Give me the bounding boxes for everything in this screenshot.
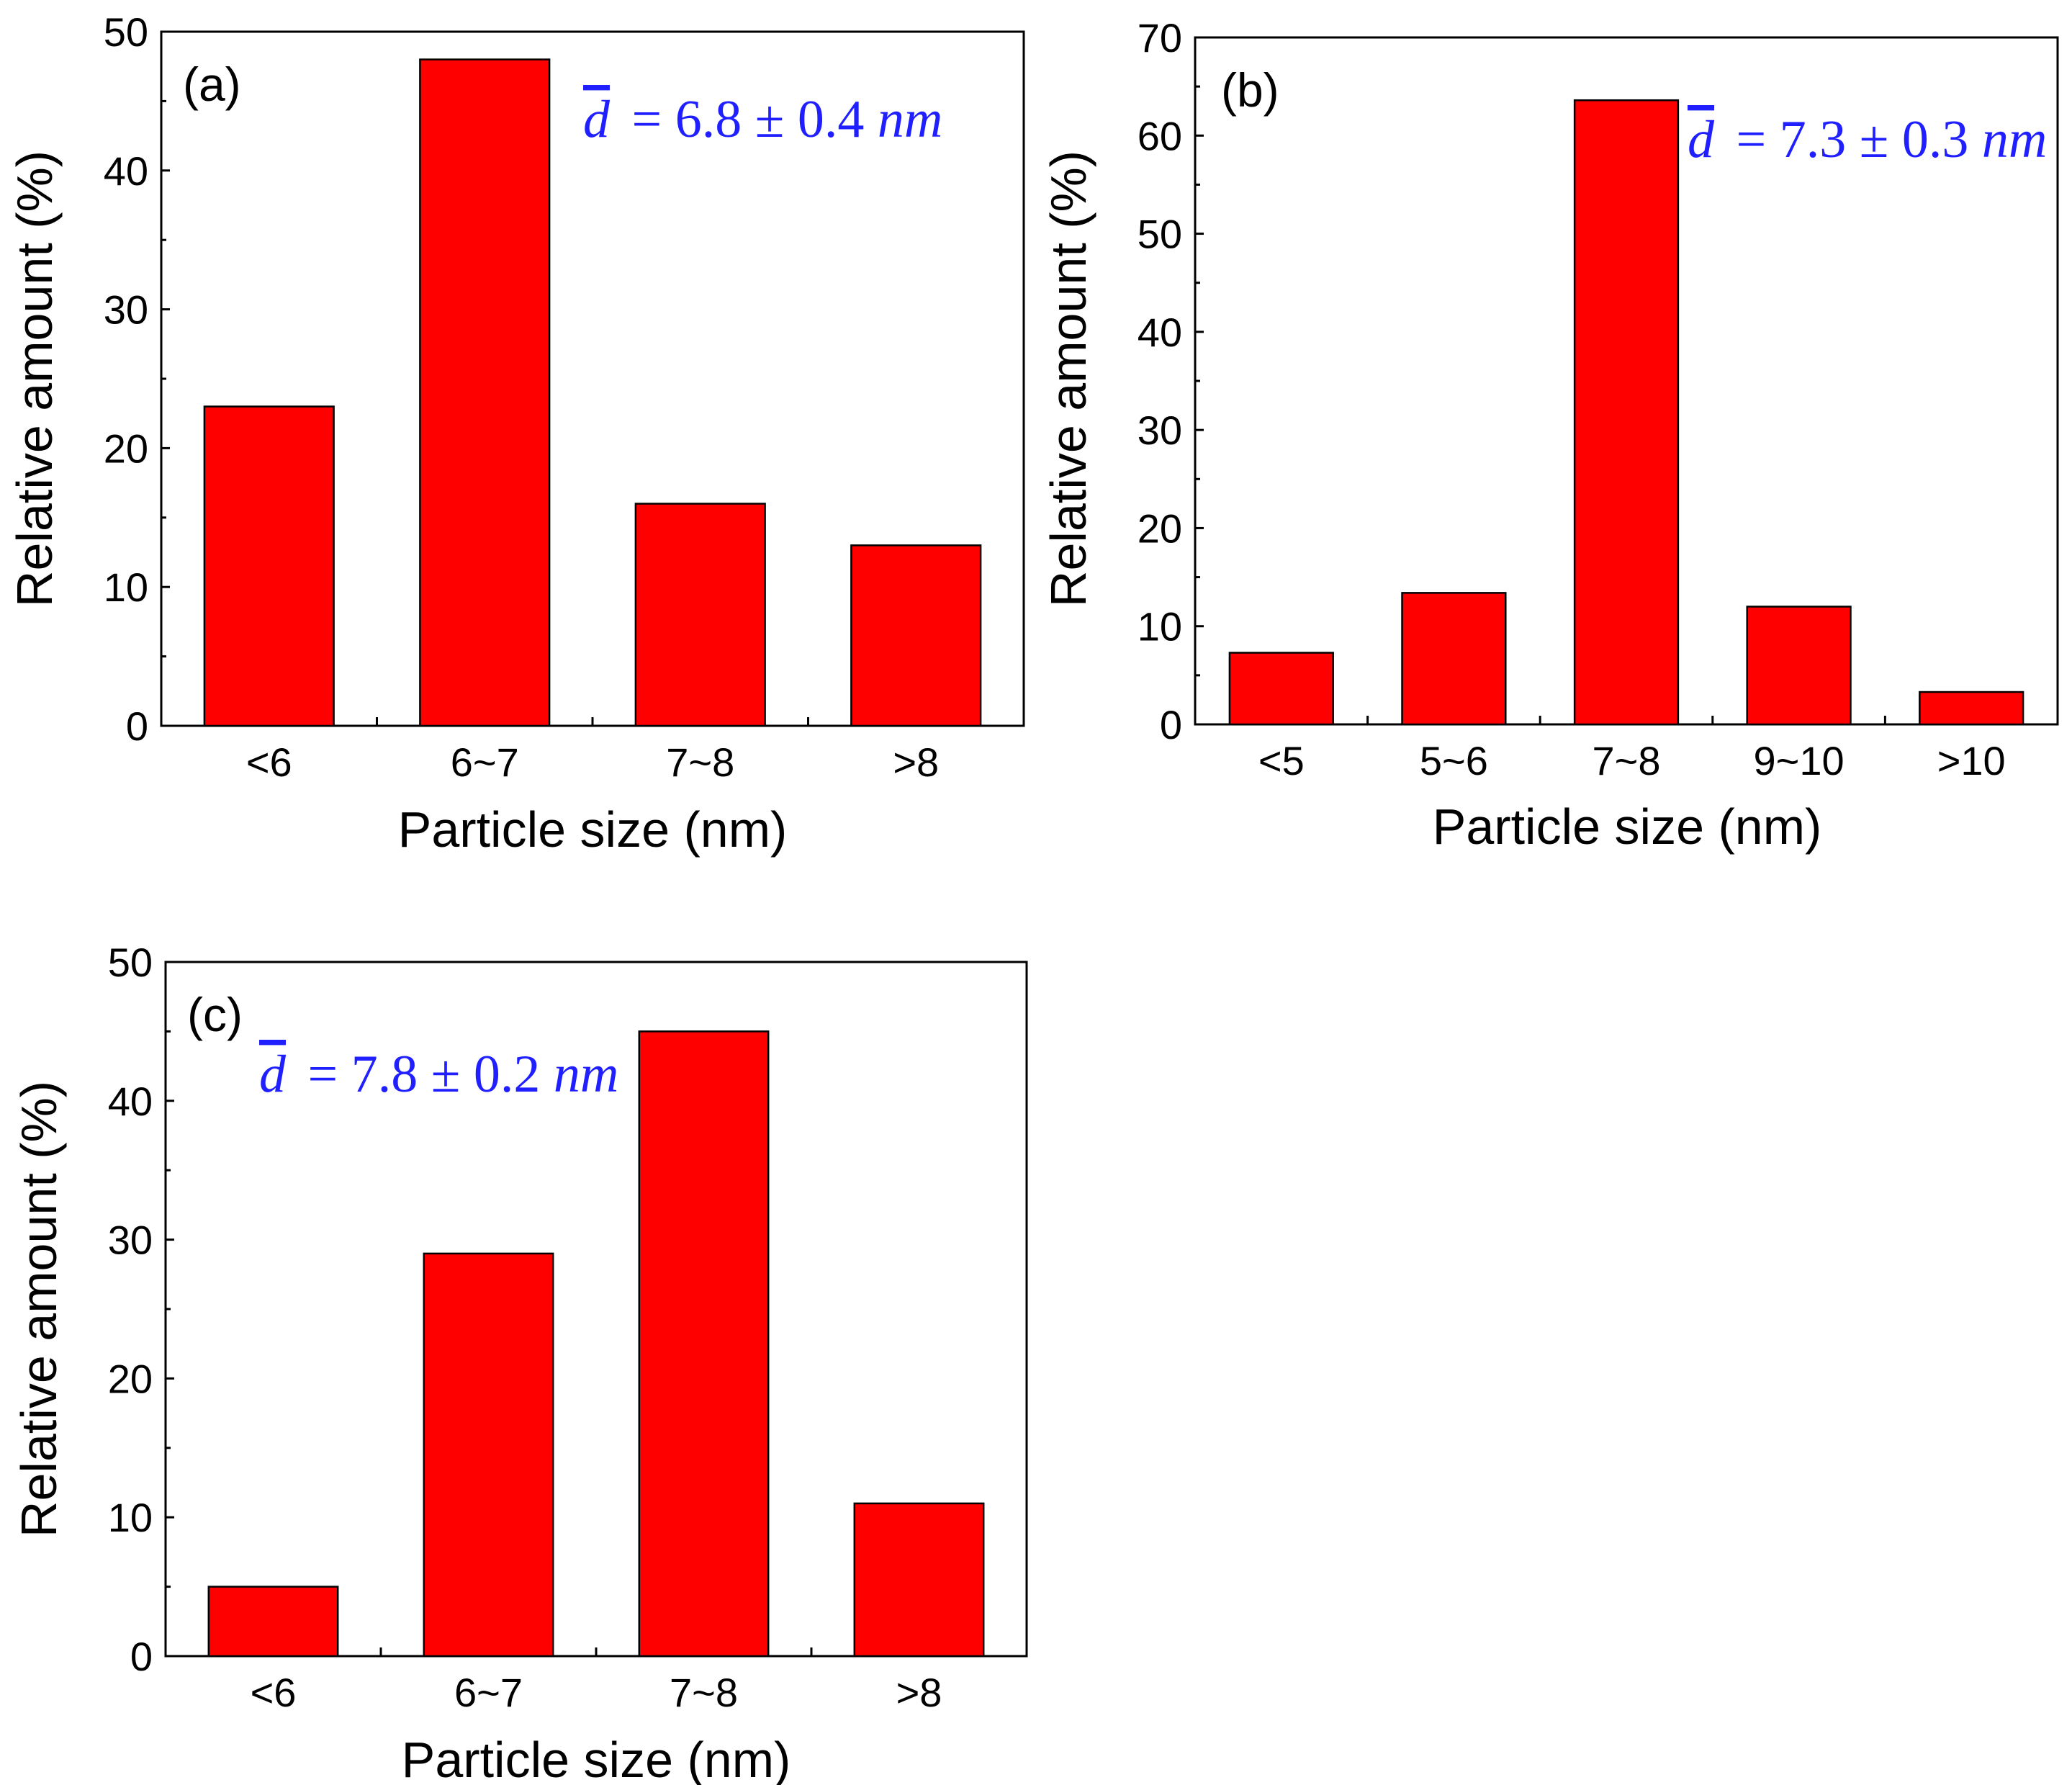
mean-unit: nm: [878, 90, 942, 149]
bar-1: [207, 1586, 339, 1658]
bar-2: [419, 58, 551, 727]
bar-1: [203, 405, 335, 727]
y-axis-label: Relative amount (%): [1040, 150, 1096, 607]
x-axis-ticks: <6 6~7 7~8 >8: [246, 717, 939, 785]
y-tick-label: 20: [108, 1356, 153, 1401]
x-tick-label: <6: [251, 1670, 297, 1715]
x-tick-label: 7~8: [666, 739, 734, 785]
x-tick-label: <5: [1258, 738, 1305, 783]
y-axis-label: Relative amount (%): [11, 1081, 67, 1537]
x-tick-label: 9~10: [1754, 738, 1844, 783]
bar-2: [1401, 592, 1507, 726]
mean-size-annotation: d = 7.8 ± 0.2 nm: [259, 1045, 618, 1104]
x-tick-label: 6~7: [451, 739, 519, 785]
y-axis-ticks: 0 10 20 30 40 50: [108, 940, 174, 1679]
mean-unit: nm: [1982, 110, 2047, 169]
y-tick-label: 50: [108, 940, 153, 985]
panel-c: 0 10 20 30 40 50 <6 6~7 7~8 >8 (c) Particle size…: [11, 940, 1028, 1785]
y-tick-label: 0: [1160, 702, 1182, 747]
y-tick-label: 60: [1138, 113, 1182, 158]
y-axis-label: Relative amount (%): [6, 150, 63, 607]
y-tick-label: 10: [1138, 604, 1182, 649]
mean-value: = 7.3 ± 0.3: [1737, 110, 1969, 169]
x-axis-ticks: <5 5~6 7~8 9~10 >10: [1258, 716, 2006, 783]
x-tick-label: 6~7: [454, 1670, 523, 1715]
y-tick-label: 10: [108, 1495, 153, 1540]
bar-2: [423, 1252, 554, 1658]
panel-label: (c): [187, 988, 243, 1041]
y-tick-label: 0: [126, 703, 148, 749]
mean-value: = 6.8 ± 0.4: [632, 90, 865, 149]
bars: [1228, 99, 2024, 726]
mean-symbol: d: [583, 90, 611, 149]
bar-4: [1746, 606, 1852, 726]
y-tick-label: 20: [1138, 505, 1182, 551]
y-axis-ticks: 0 10 20 30 40 50 60 70: [1138, 15, 1204, 747]
bar-3: [1573, 99, 1680, 726]
x-tick-label: 7~8: [1593, 738, 1661, 783]
y-tick-label: 40: [1138, 310, 1182, 355]
y-tick-label: 70: [1138, 15, 1182, 60]
bar-3: [634, 503, 766, 727]
y-tick-label: 30: [108, 1218, 153, 1263]
x-tick-label: >8: [893, 739, 939, 785]
x-tick-label: <6: [246, 739, 292, 785]
bar-1: [1228, 652, 1334, 726]
mean-symbol: d: [1688, 110, 1715, 169]
panel-b: 0 10 20 30 40 50 60 70 <5 5~6 7~8 9~10 >10 (b) Part…: [1040, 15, 2059, 855]
x-tick-label: >8: [896, 1670, 942, 1715]
bar-5: [1919, 691, 2024, 726]
x-axis-label: Particle size (nm): [402, 1732, 791, 1785]
x-tick-label: 7~8: [670, 1670, 738, 1715]
bars: [203, 58, 982, 727]
x-tick-label: 5~6: [1420, 738, 1488, 783]
bar-4: [853, 1502, 985, 1658]
mean-value: = 7.8 ± 0.2: [308, 1045, 541, 1104]
bar-4: [850, 544, 982, 727]
y-tick-label: 20: [104, 426, 148, 471]
x-tick-label: >10: [1937, 738, 2006, 783]
x-axis-label: Particle size (nm): [1433, 799, 1822, 855]
y-tick-label: 30: [1138, 408, 1182, 453]
y-tick-label: 0: [130, 1634, 153, 1679]
y-tick-label: 30: [104, 287, 148, 333]
y-tick-label: 10: [104, 565, 148, 610]
y-axis-ticks: 0 10 20 30 40 50: [104, 9, 170, 749]
y-tick-label: 40: [104, 148, 148, 194]
y-tick-label: 40: [108, 1079, 153, 1124]
mean-size-annotation: d = 6.8 ± 0.4 nm: [583, 90, 942, 149]
bar-3: [638, 1030, 770, 1658]
x-axis-ticks: <6 6~7 7~8 >8: [251, 1647, 942, 1715]
y-tick-label: 50: [104, 9, 148, 55]
mean-symbol: d: [259, 1045, 287, 1104]
bars: [207, 1030, 985, 1658]
x-axis-label: Particle size (nm): [398, 801, 788, 858]
panel-a: 0 10 20 30 40 50 <6 6~7 7~8 >8 (a) Particle size…: [6, 9, 1025, 858]
panel-label: (b): [1221, 63, 1279, 117]
panel-label: (a): [183, 58, 241, 111]
mean-unit: nm: [554, 1045, 618, 1104]
y-tick-label: 50: [1138, 212, 1182, 257]
mean-size-annotation: d = 7.3 ± 0.3 nm: [1688, 110, 2047, 169]
